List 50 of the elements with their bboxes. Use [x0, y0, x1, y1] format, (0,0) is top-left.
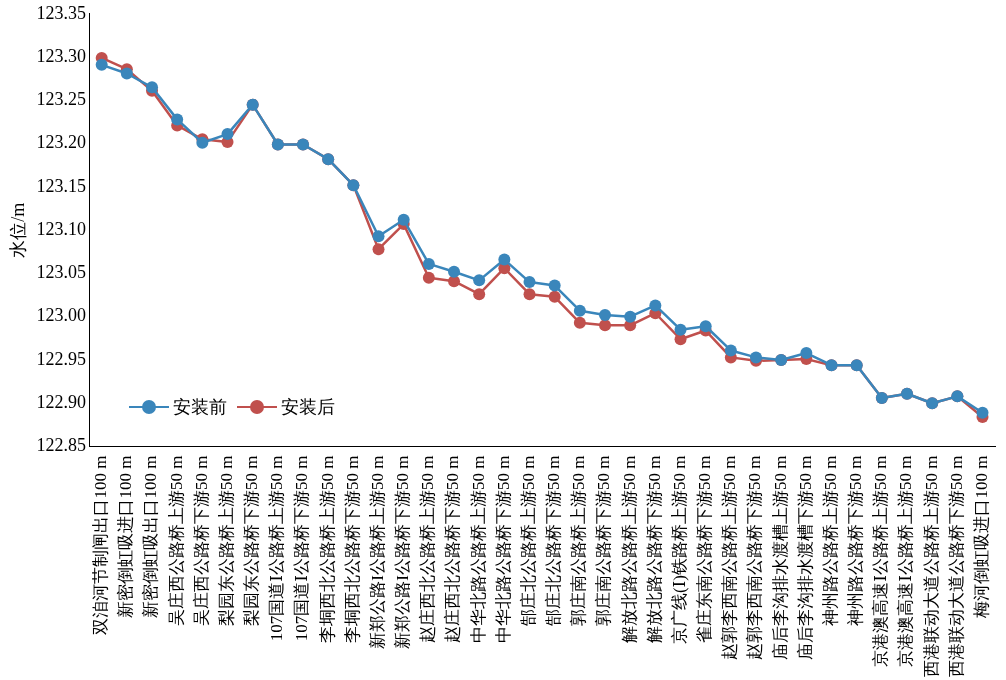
x-tick-label: 郜庄北公路桥上游50 m — [518, 455, 538, 627]
x-tick-label: 107国道Ⅰ公路桥上游50 m — [267, 455, 287, 642]
x-tick-label: 中华北路公路桥下游50 m — [493, 455, 513, 644]
x-tick-label: 郭庄南公路桥下游50 m — [594, 455, 614, 627]
x-tick-label: 中华北路公路桥上游50 m — [468, 455, 488, 644]
x-tick-label: 西港联动大道公路桥上游50 m — [921, 455, 941, 678]
x-tick-label: 新郑公路I公路桥下游50 m — [393, 455, 413, 649]
x-tick-label: 梨园东公路桥下游50 m — [242, 455, 262, 627]
y-tick-label: 123.25 — [36, 89, 87, 110]
x-tick-label: 赵郭李西南公路桥上游50 m — [720, 455, 740, 661]
x-tick-label: 庙后李沟排水渡槽上游50 m — [770, 455, 790, 661]
x-tick-label: 雀庄东南公路桥下游50 m — [695, 455, 715, 644]
x-tick-label: 赵庄西北公路桥上游50 m — [418, 455, 438, 644]
x-tick-label: 庙后李沟排水渡槽下游50 m — [795, 455, 815, 661]
x-tick-label: 京港澳高速Ⅰ公路桥上游50 m — [871, 455, 891, 667]
legend-label: 安装前 — [173, 395, 228, 419]
x-tick-label: 吴庄西公路桥上游50 m — [166, 455, 186, 627]
x-tick-label: 赵庄西北公路桥下游50 m — [443, 455, 463, 644]
x-tick-label: 新郑公路I公路桥上游50 m — [367, 455, 387, 649]
x-tick-label: 梅河倒虹吸进口100 m — [971, 455, 991, 619]
y-tick-label: 123.05 — [36, 262, 87, 283]
legend-label: 安装后 — [281, 395, 336, 419]
y-tick-label: 123.15 — [36, 175, 87, 196]
x-tick-label: 吴庄西公路桥下游50 m — [191, 455, 211, 627]
x-tick-label: 梨园东公路桥上游50 m — [216, 455, 236, 627]
y-tick-label: 123.10 — [36, 218, 87, 239]
x-tick-label: 神州路公路桥下游50 m — [846, 455, 866, 627]
y-tick-label: 123.35 — [36, 2, 87, 23]
y-tick-label: 123.00 — [36, 305, 87, 326]
x-tick-label: 新密倒虹吸出口100 m — [141, 455, 161, 618]
y-tick-label: 122.90 — [36, 391, 87, 412]
x-tick-label: 神州路公路桥上游50 m — [820, 455, 840, 627]
x-tick-label: 新密倒虹吸进口100 m — [116, 455, 136, 618]
x-tick-label: 京港澳高速Ⅰ公路桥上游50 m — [896, 455, 916, 667]
y-tick-label: 122.85 — [36, 435, 87, 456]
x-tick-label: 李垌西北公路桥上游50 m — [317, 455, 337, 644]
x-tick-label: 李垌西北公路桥下游50 m — [342, 455, 362, 644]
x-tick-label: 郭庄南公路桥上游50 m — [569, 455, 589, 627]
x-tick-label: 西港联动大道公路桥下游50 m — [946, 455, 966, 678]
x-tick-label: 京广线(Ⅰ)铁路桥上游50 m — [669, 455, 689, 645]
y-tick-label: 122.95 — [36, 348, 87, 369]
y-tick-label: 123.30 — [36, 45, 87, 66]
x-tick-label: 107国道Ⅰ公路桥下游50 m — [292, 455, 312, 642]
x-tick-label: 双洎河节制闸出口100 m — [91, 455, 111, 635]
x-tick-label: 解放北路公路桥下游50 m — [644, 455, 664, 644]
x-tick-label: 解放北路公路桥上游50 m — [619, 455, 639, 644]
y-axis-title: 水位/m — [7, 202, 28, 258]
y-tick-label: 123.20 — [36, 132, 87, 153]
x-tick-label: 赵郭李西南公路桥下游50 m — [745, 455, 765, 661]
x-tick-label: 郜庄北公路桥下游50 m — [544, 455, 564, 627]
